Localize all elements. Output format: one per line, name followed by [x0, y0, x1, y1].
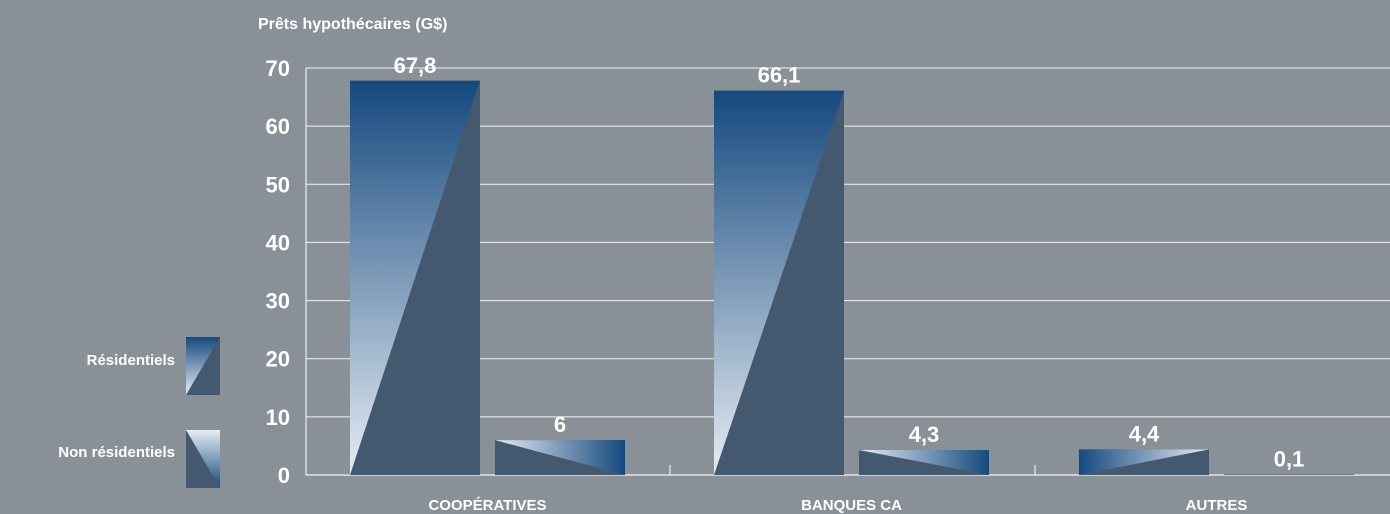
chart-title: Prêts hypothécaires (G$) [258, 16, 448, 33]
legend-swatch-non-residentiels [186, 430, 220, 488]
bar-face [350, 80, 480, 475]
bar-1-1 [859, 449, 989, 475]
bar-face [714, 90, 844, 475]
y-tick-label: 10 [266, 405, 290, 430]
x-category-label: BANQUES CA [801, 497, 902, 514]
bar-face [1079, 449, 1209, 475]
y-tick-label: 40 [266, 230, 290, 255]
bar-0-1 [714, 90, 844, 475]
data-label: 6 [554, 412, 566, 437]
y-tick-label: 60 [266, 114, 290, 139]
x-category-label: AUTRES [1186, 497, 1248, 514]
y-tick-label: 70 [266, 56, 290, 81]
bar-0-0 [350, 80, 480, 475]
bar-face [495, 440, 625, 475]
data-label: 67,8 [394, 53, 437, 78]
data-label: 0,1 [1274, 446, 1305, 471]
bar-face [859, 449, 989, 475]
bar-1-2 [1224, 474, 1354, 475]
bar-0-2 [1079, 449, 1209, 475]
data-label: 4,4 [1129, 421, 1160, 446]
legend-swatch-residentiels [186, 337, 220, 395]
bar-1-0 [495, 440, 625, 475]
legend-label-non-residentiels: Non résidentiels [58, 444, 175, 461]
y-tick-label: 30 [266, 289, 290, 314]
data-label: 66,1 [758, 63, 801, 88]
y-tick-label: 50 [266, 172, 290, 197]
y-tick-label: 0 [278, 463, 290, 488]
bar-shadow [1224, 474, 1354, 475]
data-label: 4,3 [909, 422, 940, 447]
y-tick-label: 20 [266, 347, 290, 372]
x-category-label: COOPÉRATIVES [428, 497, 546, 514]
legend-label-residentiels: Résidentiels [86, 352, 175, 369]
